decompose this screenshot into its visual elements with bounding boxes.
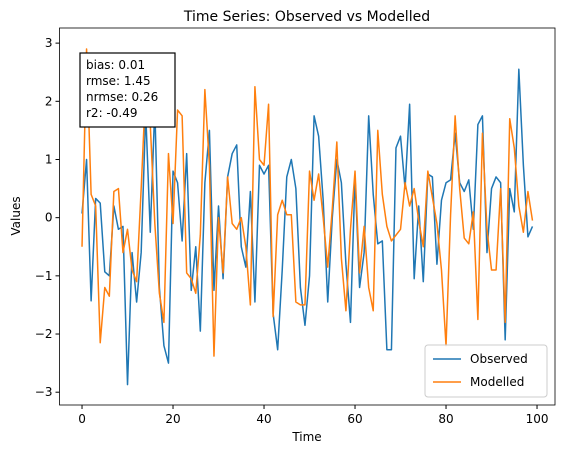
x-tick-label: 0 [78, 412, 86, 426]
x-tick-label: 20 [165, 412, 180, 426]
axes-frame [59, 27, 556, 406]
stats-box [79, 52, 176, 128]
legend-box [424, 344, 548, 398]
stats-text: rmse: 1.45 [86, 74, 151, 88]
x-tick-label: 60 [347, 412, 362, 426]
x-tick-label: 100 [526, 412, 549, 426]
y-tick-label: 1 [45, 152, 53, 166]
legend-label: Observed [470, 352, 528, 366]
series-line [81, 48, 534, 357]
y-tick-label: 3 [45, 36, 53, 50]
stats-text: nrmse: 0.26 [86, 90, 158, 104]
legend-label: Modelled [470, 375, 524, 389]
stats-text: r2: -0.49 [86, 106, 137, 120]
chart-title: Time Series: Observed vs Modelled [183, 9, 430, 25]
stats-text: bias: 0.01 [86, 58, 145, 72]
y-tick-label: −1 [35, 269, 53, 283]
y-tick-label: 0 [45, 211, 53, 225]
y-tick-label: −2 [35, 327, 53, 341]
y-tick-label: −3 [35, 385, 53, 399]
x-tick-label: 80 [438, 412, 453, 426]
y-axis-label: Values [9, 196, 23, 235]
x-axis-label: Time [291, 430, 321, 444]
x-tick-label: 40 [256, 412, 271, 426]
y-tick-label: 2 [45, 94, 53, 108]
